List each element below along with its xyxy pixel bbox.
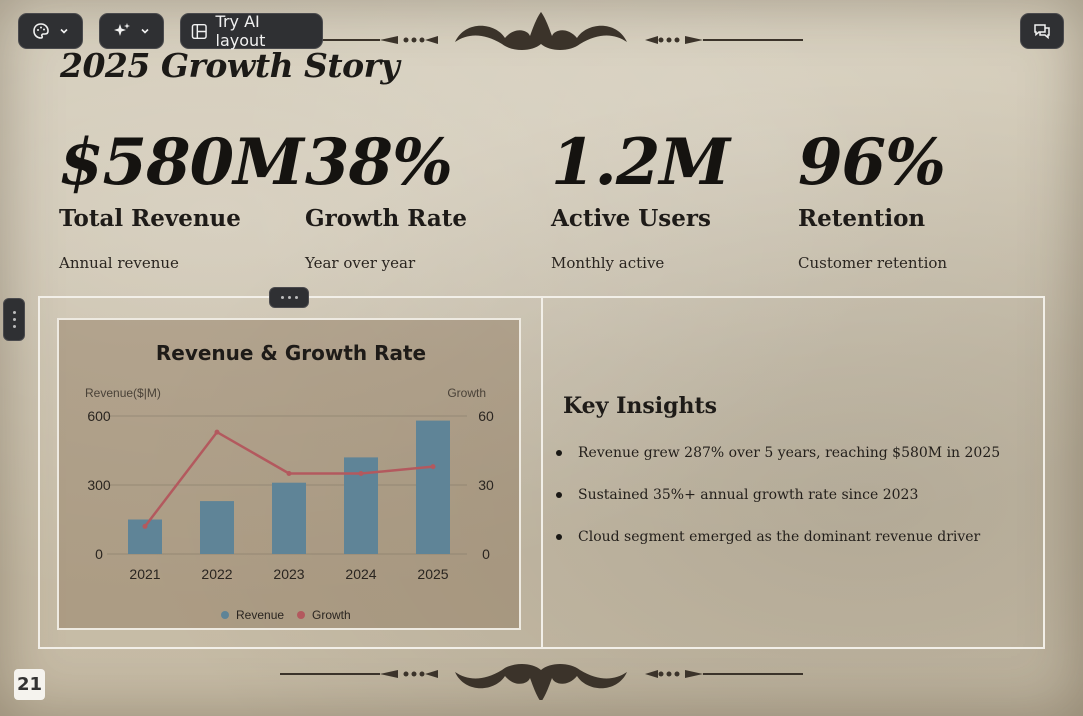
x-tick-label: 2023	[273, 566, 304, 582]
stat-label: Retention	[798, 205, 926, 232]
y2-tick-label: 30	[478, 477, 494, 493]
insight-item[interactable]: Sustained 35%+ annual growth rate since …	[556, 484, 1000, 526]
y2-axis-label: Growth	[447, 386, 486, 400]
comment-icon	[1034, 24, 1050, 40]
stat-caption: Annual revenue	[59, 254, 179, 272]
revenue-bar	[272, 482, 306, 554]
stat-label: Active Users	[551, 205, 711, 232]
row-drag-handle[interactable]	[3, 298, 25, 341]
stat-value: 1.2M	[551, 125, 730, 200]
comments-button[interactable]	[1020, 13, 1064, 49]
stat-caption: Monthly active	[551, 254, 665, 272]
stat-caption: Customer retention	[798, 254, 948, 272]
x-tick-label: 2022	[201, 566, 232, 582]
stat-growth-rate[interactable]: 38% Growth Rate Year over year	[305, 125, 535, 272]
revenue-bar	[200, 501, 234, 554]
stat-value: 96%	[798, 125, 946, 200]
y-axis-label: Revenue($|M)	[85, 386, 161, 400]
stat-value: $580M	[59, 125, 304, 200]
stat-value: 38%	[305, 125, 453, 200]
chart-title: Revenue & Growth Rate	[156, 341, 426, 365]
growth-point	[142, 523, 148, 529]
y2-tick-label: 0	[482, 546, 490, 562]
chevron-down-icon	[59, 28, 68, 34]
growth-point	[430, 464, 436, 470]
revenue-growth-chart[interactable]: Revenue & Growth Rate Revenue($|M) Growth 0…	[57, 318, 521, 630]
try-ai-layout-label: Try AI layout	[215, 12, 266, 50]
insights-list: Revenue grew 287% over 5 years, reaching…	[556, 442, 1000, 568]
legend-revenue-label: Revenue	[236, 608, 284, 622]
legend-growth-label: Growth	[312, 608, 351, 622]
stat-label: Total Revenue	[59, 205, 241, 232]
y2-tick-label: 60	[478, 408, 494, 424]
growth-point	[286, 471, 292, 476]
x-tick-label: 2024	[345, 566, 376, 582]
top-ornament	[280, 12, 803, 50]
page-number: 21	[14, 669, 45, 700]
chart-canvas: Revenue & Growth Rate Revenue($|M) Growth 0…	[85, 341, 494, 622]
stat-caption: Year over year	[305, 254, 416, 272]
insight-item[interactable]: Revenue grew 287% over 5 years, reaching…	[556, 442, 1000, 484]
y-tick-label: 0	[95, 546, 103, 562]
x-tick-label: 2025	[417, 566, 448, 582]
y-tick-label: 600	[87, 408, 111, 424]
stat-label: Growth Rate	[305, 205, 468, 232]
growth-point	[214, 429, 220, 435]
legend-revenue-swatch	[221, 611, 229, 619]
legend-growth-swatch	[297, 611, 305, 619]
y-tick-label: 300	[87, 477, 111, 493]
chevron-down-icon	[140, 28, 149, 34]
x-tick-label: 2021	[129, 566, 160, 582]
insight-item[interactable]: Cloud segment emerged as the dominant re…	[556, 526, 1000, 568]
column-divider[interactable]	[541, 297, 543, 648]
layout-icon	[191, 23, 207, 39]
slide-title[interactable]: 2025 Growth Story	[60, 46, 400, 85]
stat-total-revenue[interactable]: $580M Total Revenue Annual revenue	[59, 125, 304, 272]
bottom-ornament	[280, 664, 803, 700]
ai-tools-button[interactable]	[99, 13, 164, 49]
stat-active-users[interactable]: 1.2M Active Users Monthly active	[551, 125, 781, 272]
stat-retention[interactable]: 96% Retention Customer retention	[798, 125, 1028, 272]
growth-point	[358, 471, 364, 476]
revenue-bar	[416, 420, 450, 554]
sparkle-icon	[113, 23, 130, 36]
block-drag-handle[interactable]	[269, 287, 309, 308]
insights-title[interactable]: Key Insights	[563, 393, 718, 419]
palette-icon	[32, 23, 49, 39]
theme-style-button[interactable]	[18, 13, 83, 49]
try-ai-layout-button[interactable]: Try AI layout	[180, 12, 323, 50]
